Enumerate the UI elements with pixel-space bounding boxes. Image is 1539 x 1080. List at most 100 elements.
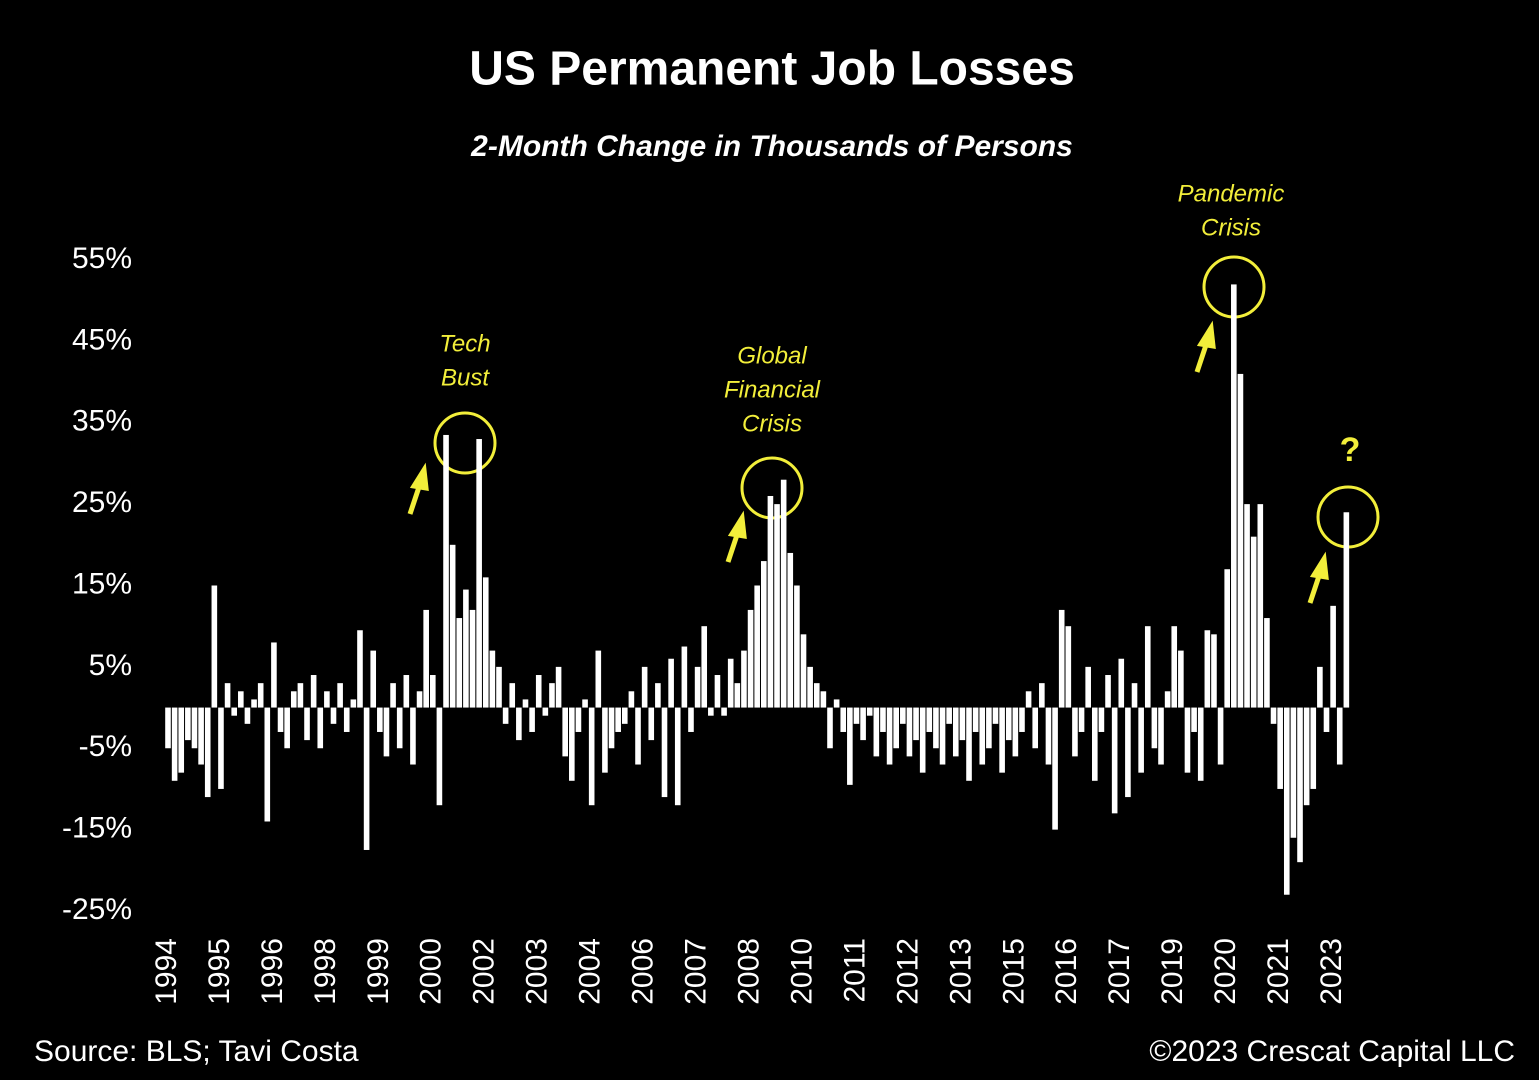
x-tick-label: 1995 [203,938,236,1005]
bar [277,707,284,732]
bar [363,707,370,850]
bar [1197,707,1204,781]
bar [562,707,568,757]
bar [1336,707,1343,765]
bar [443,434,449,708]
chart-title: US Permanent Job Losses [469,43,1075,96]
bar [1078,707,1085,732]
bar [655,683,661,708]
bar [648,707,655,741]
bar [853,707,860,724]
bar [416,691,423,708]
x-tick-label: 2020 [1209,938,1242,1005]
bar [1303,707,1310,806]
x-tick-label: 2017 [1103,938,1136,1005]
bar [1125,707,1131,798]
x-tick-label: 2003 [521,938,554,1005]
bar [337,683,343,708]
y-tick-label: -15% [62,812,132,845]
bar [952,707,959,757]
x-tick-label: 2015 [997,938,1030,1005]
bar [774,504,780,708]
bar [628,691,635,708]
bar [933,707,939,749]
bar [1025,691,1032,708]
bar [1297,707,1303,863]
bar [694,666,701,708]
bar [866,707,873,716]
bar [1330,605,1336,708]
bar [873,707,880,757]
bar [476,439,482,708]
bar [668,658,674,708]
x-tick-label: 2010 [785,938,818,1005]
bar [1317,666,1323,708]
bar [780,479,787,708]
bar [469,609,476,708]
bar [1032,707,1039,749]
bar [860,707,866,741]
bar [1250,536,1257,708]
bar [886,707,893,765]
bar [701,626,708,708]
bar [754,585,760,708]
bar [1237,373,1244,708]
bar [588,707,595,806]
annotation: Financial [724,376,821,403]
bar [708,707,714,716]
x-tick-label: 2004 [574,938,607,1005]
bar [569,707,575,781]
bar [1065,626,1072,708]
bar [661,707,668,798]
bar [999,707,1005,773]
bar [290,691,297,708]
arrows [407,320,1329,604]
bar [820,691,827,708]
bar [1231,284,1237,708]
bar [396,707,403,749]
bar [410,707,416,765]
x-tick-label: 2021 [1262,938,1295,1005]
bar [1164,691,1171,708]
bar [496,666,502,708]
y-tick-label: 15% [72,567,132,600]
bar [251,699,257,708]
bar [224,683,231,708]
bar [1323,707,1330,732]
bar [602,707,608,773]
bar [939,707,946,765]
bar [1138,707,1144,773]
bar [946,707,952,724]
bar [833,699,840,708]
x-tick-label: 2011 [838,938,871,1003]
bar [813,683,820,708]
bar [403,675,410,708]
bar [575,707,582,732]
bar [456,618,463,708]
bar [1098,707,1105,732]
bar [906,707,913,757]
x-tick-label: 2007 [680,938,713,1005]
bar [688,707,694,732]
bar [390,683,396,708]
x-tick-label: 2000 [415,938,448,1005]
bar [800,634,807,708]
bar [893,707,899,749]
bar [509,683,516,708]
bar [171,707,178,781]
circle [433,411,497,475]
bar [1019,707,1025,732]
bar [1092,707,1098,781]
bar [383,707,390,757]
bar [231,707,237,716]
bar [1131,683,1138,708]
bar [284,707,290,749]
bar [674,707,681,806]
bar [423,609,429,708]
bar [1005,707,1012,741]
bar [621,707,628,724]
bar [966,707,972,781]
bar [1012,707,1019,757]
annotation: ? [1340,431,1361,469]
